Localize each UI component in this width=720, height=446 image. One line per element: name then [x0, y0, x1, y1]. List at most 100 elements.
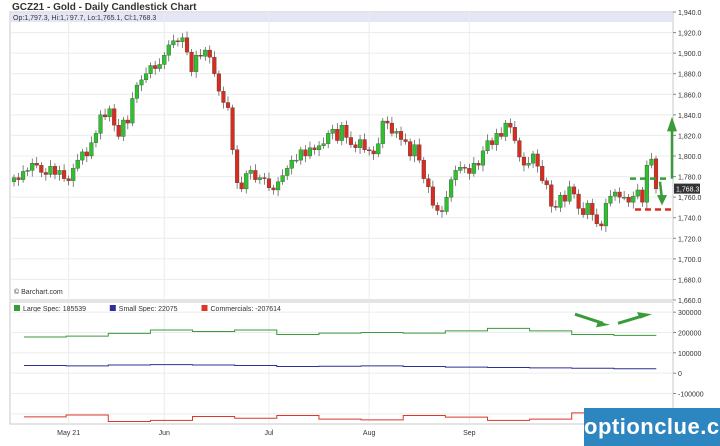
candle [380, 120, 385, 144]
cot-tick-label: 100000 [678, 351, 701, 358]
candle [330, 129, 335, 134]
candle [385, 120, 390, 124]
candle [449, 179, 454, 198]
candle [558, 194, 563, 208]
price-tick-label: 1,660.0 [678, 298, 701, 305]
candle [376, 143, 381, 155]
annotation-cot-arrow [617, 314, 644, 325]
candle [11, 177, 17, 182]
candle [248, 170, 253, 174]
candle [198, 55, 203, 57]
cot-tick-label: 0 [678, 371, 682, 378]
cot-series-line [24, 412, 657, 423]
candle [531, 153, 536, 164]
candle [622, 196, 627, 199]
candle [476, 163, 481, 166]
candle [348, 137, 353, 145]
candle [317, 145, 322, 150]
annotation-cot-arrowhead [637, 312, 652, 319]
candle [640, 189, 645, 203]
candle [30, 163, 35, 171]
candle [84, 151, 89, 157]
price-tick-label: 1,820.0 [678, 133, 701, 140]
candle [576, 193, 581, 209]
candle [581, 208, 586, 215]
candle [253, 170, 258, 180]
candle [617, 191, 622, 198]
candle [412, 144, 417, 157]
last-price-box [674, 183, 700, 194]
candle [230, 107, 235, 150]
candle [303, 149, 308, 157]
candle [603, 203, 608, 227]
candle [394, 131, 399, 134]
candle [171, 40, 176, 46]
candle [271, 187, 276, 191]
candle [480, 150, 486, 166]
candle [417, 144, 422, 161]
candle [535, 153, 540, 167]
candle [235, 149, 240, 183]
last-price-label: 1,768.3 [676, 187, 699, 194]
candle [403, 139, 408, 142]
legend-swatch [109, 305, 116, 311]
candle [207, 49, 212, 58]
candle [98, 114, 103, 134]
candle [649, 158, 654, 166]
candle [408, 141, 413, 157]
price-tick-label: 1,920.0 [678, 31, 701, 38]
candle [153, 65, 158, 69]
candle [52, 166, 58, 175]
candle [435, 205, 440, 211]
cot-panel [9, 301, 674, 425]
legend-swatch [14, 305, 20, 311]
candle [103, 114, 108, 118]
candle [262, 177, 267, 179]
candle [339, 124, 344, 141]
candle [125, 119, 130, 124]
watermark: optionclue.com [584, 408, 720, 446]
cot-tick-label: -100000 [678, 392, 704, 399]
candle [225, 102, 231, 108]
candle [494, 133, 499, 145]
candle [549, 184, 554, 207]
price-tick-label: 1,940.0 [678, 10, 701, 17]
candle [631, 195, 636, 203]
candle [212, 57, 217, 74]
legend-label: Small Spec: 22075 [119, 306, 178, 313]
candle [398, 131, 404, 140]
source-label: © Barchart.com [14, 288, 63, 296]
candle [25, 170, 30, 172]
candle [644, 165, 649, 203]
candle [66, 178, 71, 181]
candle [34, 163, 39, 166]
x-tick-label: Jul [265, 430, 274, 437]
candle [280, 175, 285, 182]
candle [367, 149, 372, 152]
candle [335, 129, 340, 141]
x-tick-label: Aug [363, 430, 376, 437]
candle [157, 64, 162, 69]
candle [467, 168, 472, 174]
candle [139, 79, 144, 86]
annotation-cot-arrowhead [596, 321, 610, 328]
candle [544, 180, 549, 185]
candle [307, 147, 313, 157]
x-tick-label: Sep [463, 430, 476, 437]
candle [526, 163, 531, 166]
candle [458, 167, 463, 171]
candle [503, 122, 508, 137]
price-tick-label: 1,740.0 [678, 216, 701, 223]
price-tick-label: 1,880.0 [678, 72, 701, 79]
candle [148, 65, 153, 74]
candle [62, 170, 67, 179]
candle [21, 171, 26, 180]
cot-series-line [24, 364, 657, 370]
candle [298, 149, 303, 161]
candle [553, 206, 558, 208]
candle [344, 124, 349, 138]
legend-label: Large Spec: 185539 [23, 306, 86, 313]
price-tick-label: 1,680.0 [678, 277, 701, 284]
candle [471, 163, 476, 174]
candle [499, 133, 504, 137]
